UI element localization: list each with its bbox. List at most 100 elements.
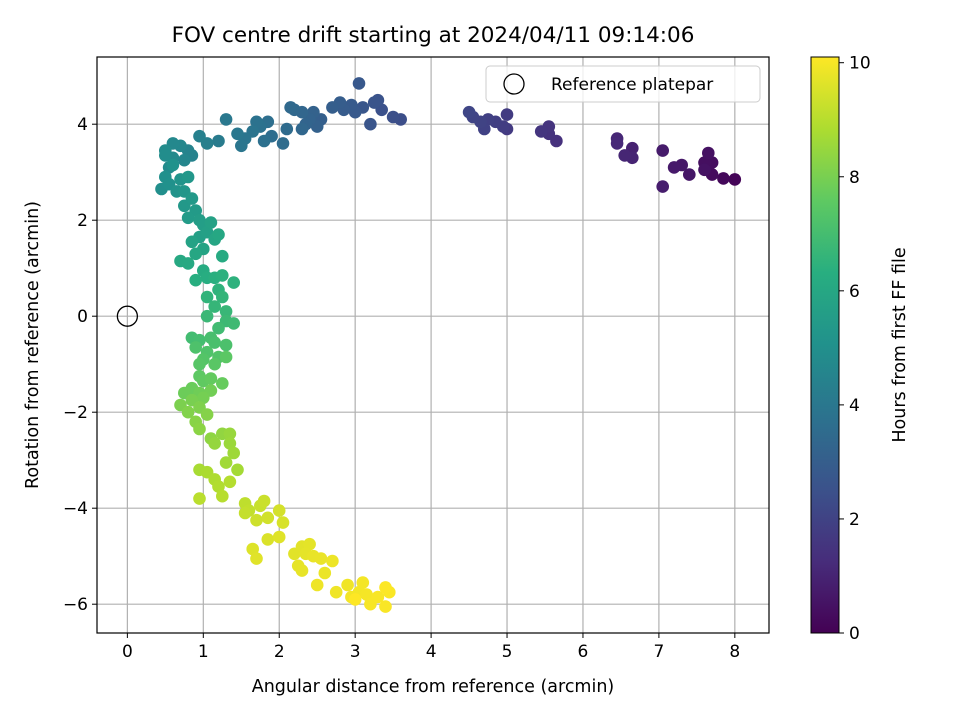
data-point [261,533,275,546]
data-point [667,161,681,174]
colorbar-tick-label: 6 [849,282,860,302]
data-point [204,216,218,229]
data-point [208,437,221,450]
data-point [181,257,195,270]
data-point [181,211,195,225]
data-point [386,110,400,124]
data-point [250,552,263,565]
colorbar-tick-label: 0 [849,624,860,644]
data-point [235,139,248,153]
data-point [326,554,339,568]
data-point [189,341,202,354]
data-point [178,153,191,167]
data-point [200,290,214,304]
data-point [364,117,377,131]
data-point [352,77,366,90]
data-point [717,172,730,185]
data-point [683,168,696,181]
data-point [702,146,715,160]
data-point [379,581,392,594]
data-point [223,475,237,489]
data-point [276,137,290,150]
data-point [348,593,362,606]
data-point [534,125,548,138]
data-point [310,578,324,592]
data-point [193,422,206,436]
y-tick-label: 2 [77,211,88,231]
y-axis-label: Rotation from reference (arcmin) [23,201,43,489]
colorbar-gradient [810,56,840,634]
x-tick-label: 0 [122,642,133,662]
data-point [231,463,244,477]
data-point [500,108,514,121]
data-point [208,357,221,371]
data-point [185,192,199,205]
x-tick-label: 6 [578,642,589,662]
data-point [200,408,214,421]
data-point [280,122,294,136]
data-point [219,456,233,469]
data-point [341,578,354,592]
data-point [181,405,195,419]
y-tick-label: 4 [77,115,88,135]
data-point [223,437,237,450]
data-point [261,511,275,525]
data-point [360,588,373,601]
data-point [257,134,271,148]
y-tick-label: −6 [63,595,88,615]
chart-title: FOV centre drift starting at 2024/04/11 … [172,23,695,48]
data-point [185,235,199,249]
data-point [166,158,180,172]
colorbar-label: Hours from first FF file [890,247,910,442]
legend: Reference platepar [485,65,761,103]
x-axis-label: Angular distance from reference (arcmin) [252,677,615,697]
data-point [189,273,202,287]
data-point [212,480,225,493]
data-point [223,427,237,441]
data-point [303,537,316,551]
data-point [257,494,271,508]
data-point [610,137,624,150]
data-point [238,506,252,520]
data-point [728,173,742,186]
x-tick-label: 1 [198,642,209,662]
data-point [371,590,385,604]
data-point [219,338,233,352]
data-point [272,504,286,517]
x-tick-label: 3 [350,642,361,662]
legend-entry-reference-platepar: Reference platepar [551,75,713,95]
x-tick-label: 7 [653,642,664,662]
data-point [197,391,210,405]
data-point [284,101,297,114]
colorbar-ticks: 0 2 4 6 8 10 [839,54,871,644]
data-point [219,113,233,126]
data-point [462,105,476,119]
data-point [193,129,206,143]
data-point [231,127,244,141]
data-point [227,276,240,289]
y-tick-label: 0 [77,307,88,327]
data-point [227,446,240,460]
scatter-points [116,77,742,613]
data-point [208,300,221,313]
x-tick-label: 2 [274,642,285,662]
data-point [216,249,229,263]
colorbar: 0 2 4 6 8 10 Hours from first FF file [810,54,910,644]
data-point [159,149,172,162]
data-point [656,144,669,157]
data-point [295,564,309,577]
x-tick-label: 8 [729,642,740,662]
x-tick-label: 5 [502,642,513,662]
data-point [200,309,214,323]
colorbar-tick-label: 2 [849,510,860,530]
data-point [356,576,370,589]
axis-ticks: 0 1 2 3 4 5 6 7 8 −6 −4 −2 0 2 4 [63,115,740,662]
data-point [216,377,229,390]
data-point [295,122,309,136]
data-point [212,321,225,335]
data-point [181,170,195,184]
colorbar-tick-label: 10 [849,54,871,74]
data-point [318,566,332,580]
data-point [326,101,339,114]
